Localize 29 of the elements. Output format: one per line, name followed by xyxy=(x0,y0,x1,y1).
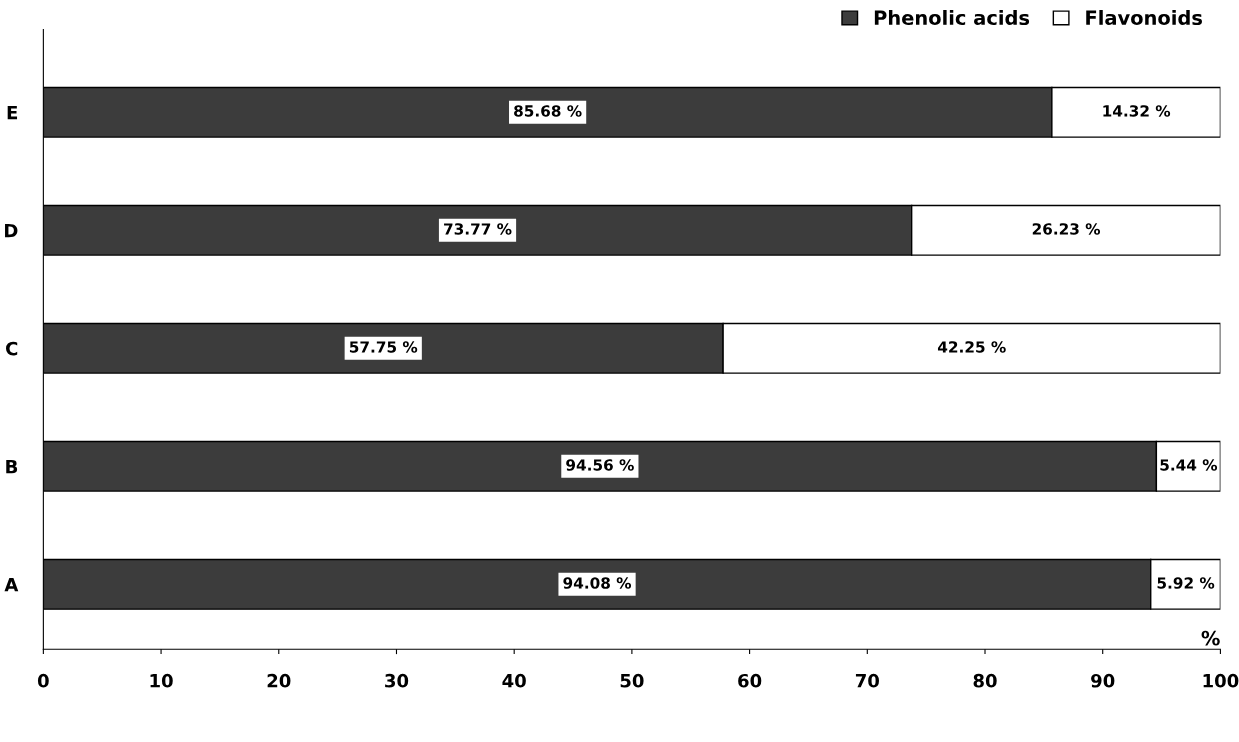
y-tick-label: B xyxy=(6,460,18,474)
x-tick-label: 20 xyxy=(267,673,291,688)
x-tick-label: 40 xyxy=(502,673,526,688)
y-tick-label: E xyxy=(7,105,18,120)
data-label: 57.75 % xyxy=(349,341,418,353)
data-label: 14.32 % xyxy=(1103,105,1171,117)
x-tick-label: 10 xyxy=(150,673,173,688)
x-tick-label: 70 xyxy=(855,673,879,688)
data-label: 5.92 % xyxy=(1157,577,1215,589)
x-tick-label: 30 xyxy=(385,673,409,688)
data-label: 42.25 % xyxy=(937,341,1006,353)
legend-label: Flavonoids xyxy=(1086,10,1202,26)
x-axis-title: % xyxy=(1201,630,1220,646)
data-label: 26.23 % xyxy=(1032,223,1101,235)
x-tick-label: 50 xyxy=(620,673,644,688)
y-tick-label: A xyxy=(4,578,19,592)
data-label: 73.77 % xyxy=(444,223,512,235)
y-tick-label: D xyxy=(5,224,18,238)
x-tick-label: 100 xyxy=(1203,673,1239,688)
x-tick-label: 90 xyxy=(1091,673,1115,688)
legend-label: Phenolic acids xyxy=(874,10,1030,26)
data-label: 85.68 % xyxy=(514,105,582,117)
data-label: 94.08 % xyxy=(563,577,632,589)
data-label: 94.56 % xyxy=(566,459,634,471)
data-label: 5.44 % xyxy=(1160,459,1218,471)
x-tick-label: 80 xyxy=(973,673,997,688)
x-tick-label: 0 xyxy=(37,673,49,688)
y-tick-label: C xyxy=(6,341,18,356)
x-tick-label: 60 xyxy=(738,673,762,688)
